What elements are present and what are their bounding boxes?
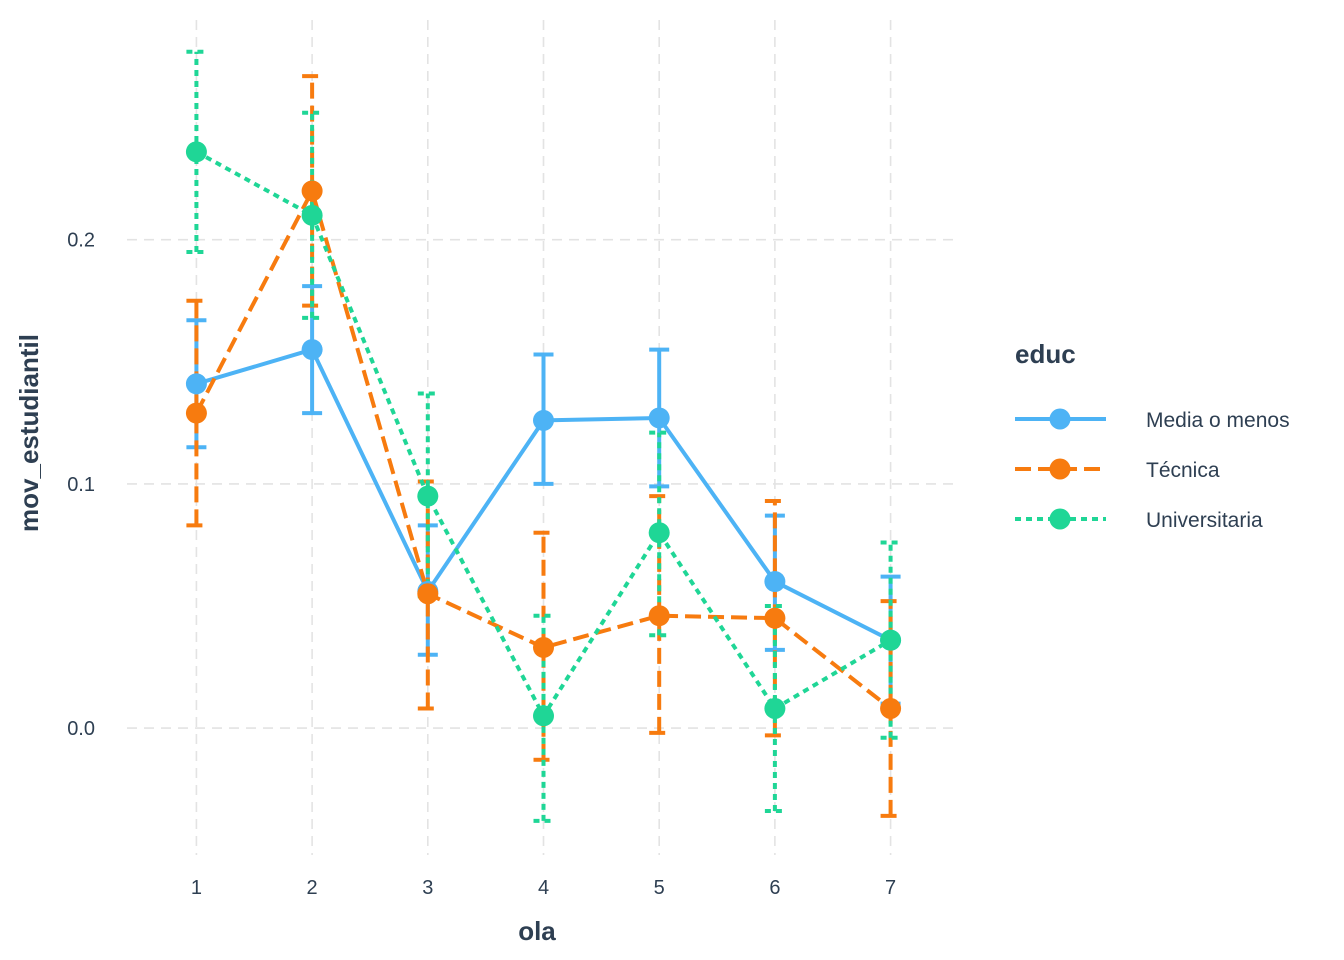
data-point-media-o-menos <box>764 571 786 593</box>
legend-key-point <box>1049 508 1071 530</box>
legend-label: Universitaria <box>1146 509 1263 532</box>
legend-label: Técnica <box>1146 459 1220 482</box>
legend-item-universitaria: Universitaria <box>1015 508 1263 532</box>
x-tick-label: 3 <box>422 877 433 899</box>
data-point-tecnica <box>533 636 554 658</box>
x-tick-label: 1 <box>191 877 202 899</box>
data-point-tecnica <box>301 180 323 202</box>
data-point-universitaria <box>417 485 439 507</box>
data-point-universitaria <box>533 705 554 727</box>
error-bar-tecnica <box>186 298 207 528</box>
x-tick-label: 7 <box>885 877 896 899</box>
data-point-media-o-menos <box>648 407 670 429</box>
data-point-universitaria <box>880 629 902 651</box>
legend-label: Media o menos <box>1146 409 1290 432</box>
x-tick-label: 2 <box>307 877 318 899</box>
data-point-universitaria <box>301 204 323 226</box>
data-point-media-o-menos <box>533 409 554 431</box>
y-tick-label: 0.1 <box>67 474 95 496</box>
error-bar-universitaria <box>880 540 901 740</box>
data-point-universitaria <box>764 698 786 720</box>
data-point-media-o-menos <box>185 373 207 395</box>
x-tick-label: 4 <box>538 877 549 899</box>
data-point-tecnica <box>764 607 786 629</box>
legend-title: educ <box>1015 339 1076 369</box>
legend-item-media-o-menos: Media o menos <box>1015 408 1290 432</box>
data-point-tecnica <box>417 583 439 605</box>
data-point-tecnica <box>880 698 902 720</box>
x-axis-title: ola <box>518 916 556 946</box>
legend-key-point <box>1049 458 1071 480</box>
series-points <box>185 141 902 727</box>
data-point-universitaria <box>648 522 670 544</box>
x-tick-label: 5 <box>654 877 665 899</box>
data-point-media-o-menos <box>301 339 323 361</box>
data-point-tecnica <box>648 605 670 627</box>
tick-labels: 1 2 3 4 5 6 7 0.0 0.1 0.2 <box>67 230 896 899</box>
data-point-universitaria <box>185 141 207 163</box>
x-tick-label: 6 <box>769 877 780 899</box>
legend-item-tecnica: Técnica <box>1015 458 1220 482</box>
y-tick-label: 0.0 <box>67 718 95 740</box>
legend-key-point <box>1049 408 1071 430</box>
data-point-tecnica <box>185 402 207 424</box>
legend: educ Media o menos Técnica Universitaria <box>1015 339 1290 532</box>
y-axis-title: mov_estudiantil <box>14 334 44 532</box>
y-tick-label: 0.2 <box>67 230 95 252</box>
